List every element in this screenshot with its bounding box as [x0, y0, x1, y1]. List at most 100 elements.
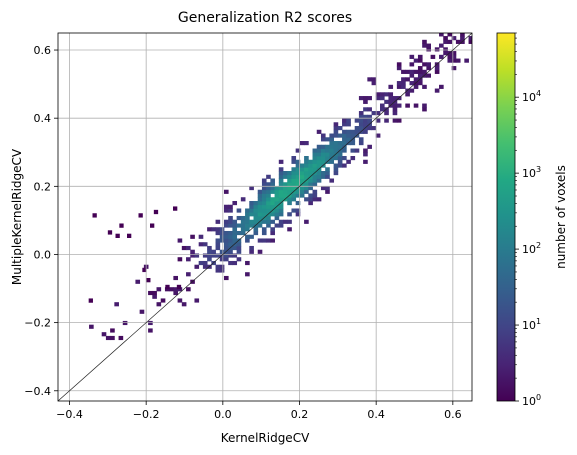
histogram-cell — [337, 144, 343, 149]
histogram-cell — [464, 58, 469, 63]
histogram-cell — [278, 178, 284, 183]
histogram-cell — [261, 200, 267, 206]
grid-lines — [58, 33, 472, 401]
histogram-cell — [138, 213, 143, 218]
histogram-cell — [291, 182, 297, 187]
chart-title: Generalization R2 scores — [178, 10, 352, 26]
histogram-cell — [371, 77, 377, 82]
histogram-cell — [198, 234, 204, 239]
histogram-cell — [270, 212, 275, 217]
histogram-cell — [110, 328, 115, 333]
histogram-cell — [266, 193, 271, 198]
histogram-cell — [249, 245, 254, 251]
histogram-cell — [333, 167, 339, 172]
histogram-cell — [266, 189, 271, 194]
histogram-cell — [312, 152, 318, 157]
histogram-cell — [270, 189, 275, 194]
histogram-cell — [215, 219, 221, 224]
histogram-cell — [405, 77, 410, 82]
histogram-cell — [350, 141, 356, 146]
histogram-cell — [236, 249, 242, 254]
histogram-cell — [207, 249, 212, 254]
histogram-cell — [304, 189, 309, 194]
histogram-cell — [278, 185, 284, 191]
histogram-cell — [363, 159, 368, 164]
histogram-cell — [186, 245, 191, 251]
histogram-cell — [253, 208, 259, 213]
histogram-cell — [325, 137, 330, 142]
histogram-cell — [308, 197, 313, 202]
histogram-cell — [299, 189, 305, 194]
histogram-cell — [291, 174, 297, 179]
histogram-cell — [439, 84, 444, 89]
histogram-cell — [190, 234, 195, 239]
histogram-cell — [257, 204, 263, 209]
histogram-cell — [274, 223, 280, 228]
histogram-cell — [232, 219, 238, 224]
histogram-cell — [291, 167, 297, 172]
histogram-cell — [295, 171, 301, 176]
histogram-cell — [266, 215, 271, 221]
histogram-cell — [266, 238, 271, 243]
histogram-cell — [190, 253, 195, 258]
histogram-cell — [228, 219, 233, 224]
histogram-cell — [219, 227, 225, 232]
histogram-cell — [325, 174, 330, 179]
histogram-cell — [164, 287, 170, 292]
histogram-cell — [337, 141, 343, 146]
histogram-cell — [287, 197, 292, 202]
histogram-cell — [320, 156, 326, 161]
histogram-cell — [236, 215, 242, 221]
histogram-cell — [358, 114, 364, 119]
histogram-cell — [316, 163, 322, 168]
histogram-cell — [274, 197, 280, 202]
histogram-cell — [299, 174, 305, 179]
colorbar-tick-label: 101 — [522, 317, 541, 332]
histogram-cell — [283, 171, 288, 176]
histogram-cell — [240, 230, 246, 236]
histogram-cell — [278, 159, 284, 164]
histogram-cell — [249, 200, 254, 206]
histogram-cell — [337, 133, 343, 138]
histogram-cell — [422, 107, 427, 112]
histogram-cell — [249, 185, 254, 191]
histogram-cell — [320, 159, 326, 164]
histogram-cell — [295, 163, 301, 168]
histogram-cell — [325, 189, 330, 194]
histogram-cell — [236, 245, 242, 251]
histogram-cell — [392, 111, 398, 116]
histogram-cell — [304, 197, 309, 202]
histogram-cell — [257, 200, 263, 206]
histogram-cell — [223, 219, 229, 224]
histogram-cell — [422, 62, 427, 67]
histogram-cell — [358, 111, 364, 116]
histogram-cell — [291, 185, 297, 191]
histogram-cell — [304, 159, 309, 164]
histogram-cell — [443, 47, 448, 52]
histogram-cell — [308, 185, 313, 191]
histogram-cell — [261, 227, 267, 232]
histogram-cell — [350, 129, 356, 134]
x-axis-label: KernelRidgeCV — [221, 431, 310, 445]
histogram-cell — [283, 174, 288, 179]
histogram-cell — [384, 118, 389, 123]
histogram-cell — [219, 268, 225, 273]
histogram-cell — [261, 238, 267, 243]
histogram-cell — [325, 156, 330, 161]
histogram-cell — [291, 159, 297, 164]
histogram-cell — [468, 36, 472, 41]
histogram-cell — [249, 219, 254, 224]
histogram-cell — [287, 189, 292, 194]
histogram-cell — [422, 69, 427, 74]
histogram-cell — [219, 264, 225, 269]
histogram-cell — [215, 242, 221, 247]
histogram-cell — [194, 253, 200, 258]
histogram-cell — [354, 129, 360, 134]
x-axis-ticks: −0.4 −0.2 0.0 0.2 0.4 0.6 — [56, 401, 462, 421]
histogram-cell — [261, 185, 267, 191]
histogram-cell — [405, 92, 410, 97]
histogram-cell — [207, 257, 212, 262]
histogram-cell — [257, 208, 263, 213]
histogram-cell — [232, 253, 238, 258]
histogram-cell — [337, 126, 343, 131]
